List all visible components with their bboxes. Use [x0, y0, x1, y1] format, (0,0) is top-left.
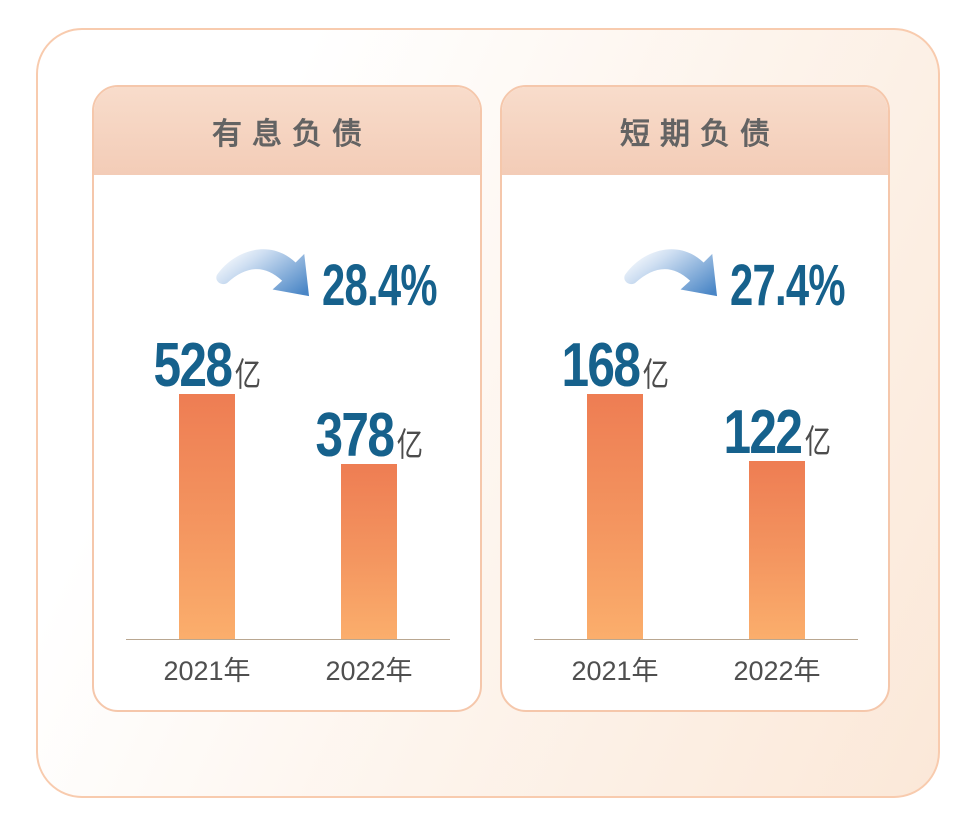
chart-plot-area: 168亿 122亿 — [534, 309, 858, 640]
x-axis-labels: 2021年 2022年 — [534, 649, 858, 688]
bar-value-number: 122 — [723, 398, 803, 468]
card-body: 28.4% 528亿 378亿 — [94, 237, 480, 710]
bar-column-2022: 122亿 — [696, 402, 858, 639]
card-header: 有息负债 — [94, 87, 480, 175]
chart-plot-area: 528亿 378亿 — [126, 309, 450, 640]
decline-indicator: 27.4% — [502, 237, 888, 318]
bar-value-unit: 亿 — [642, 356, 669, 394]
decline-percentage: 28.4% — [322, 252, 438, 318]
down-trend-arrow-icon — [624, 249, 718, 297]
card-short-term-debt: 短期负债 27.4% — [500, 85, 890, 712]
bar-2022 — [341, 464, 397, 639]
infographic-panel: 有息负债 28.4% — [36, 28, 940, 798]
bar-chart: 528亿 378亿 2021年 2022年 — [126, 309, 450, 688]
x-axis-label-2021: 2021年 — [163, 656, 251, 686]
bar-value-unit: 亿 — [396, 426, 423, 464]
bar-value-unit: 亿 — [804, 423, 831, 461]
bar-column-2021: 528亿 — [126, 335, 288, 639]
bar-2021 — [587, 394, 643, 639]
bar-value-number: 168 — [561, 331, 641, 401]
bar-value-number: 528 — [153, 331, 233, 401]
bar-2021 — [179, 394, 235, 639]
x-axis-label-2022: 2022年 — [733, 656, 821, 686]
bar-column-2021: 168亿 — [534, 335, 696, 639]
bar-value-label: 378亿 — [315, 405, 423, 467]
bar-2022 — [749, 461, 805, 639]
bar-value-label: 168亿 — [561, 335, 669, 397]
x-axis-label-2022: 2022年 — [325, 656, 413, 686]
down-trend-arrow-icon — [216, 249, 310, 297]
x-axis-label-2021: 2021年 — [571, 656, 659, 686]
bar-column-2022: 378亿 — [288, 405, 450, 639]
card-body: 27.4% 168亿 122亿 — [502, 237, 888, 710]
bar-chart: 168亿 122亿 2021年 2022年 — [534, 309, 858, 688]
decline-percentage: 27.4% — [730, 252, 846, 318]
bar-value-unit: 亿 — [234, 356, 261, 394]
card-header: 短期负债 — [502, 87, 888, 175]
x-axis-labels: 2021年 2022年 — [126, 649, 450, 688]
card-title: 短期负债 — [620, 118, 780, 151]
card-interest-bearing-debt: 有息负债 28.4% — [92, 85, 482, 712]
bar-value-label: 528亿 — [153, 335, 261, 397]
bar-value-label: 122亿 — [723, 402, 831, 464]
bar-value-number: 378 — [315, 401, 395, 471]
card-title: 有息负债 — [212, 118, 372, 151]
decline-indicator: 28.4% — [94, 237, 480, 318]
